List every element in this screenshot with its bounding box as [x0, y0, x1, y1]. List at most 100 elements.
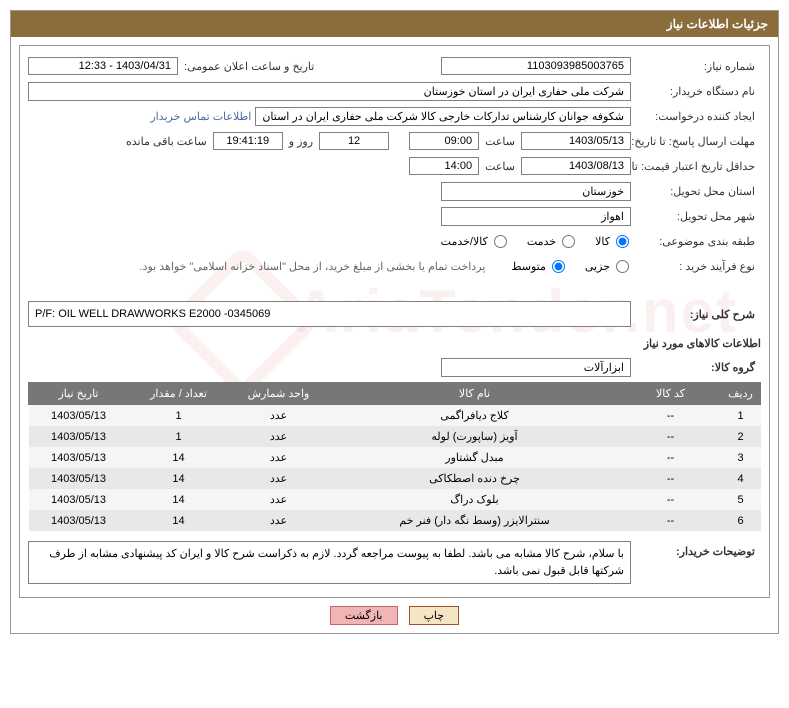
th-qty: تعداد / مقدار: [129, 383, 229, 405]
remain-days: 12: [319, 132, 389, 150]
province-value: خوزستان: [441, 182, 631, 201]
panel-body: AriaTender.net شماره نیاز: 1103093985003…: [11, 37, 778, 633]
cell-date: 1403/05/13: [29, 447, 129, 468]
cell-date: 1403/05/13: [29, 510, 129, 531]
buyer-contact-link[interactable]: اطلاعات تماس خریدار: [146, 110, 255, 123]
cell-name: مبدل گشتاور: [329, 447, 621, 468]
proc-medium-label: متوسط: [511, 260, 546, 273]
summary-label: شرح کلی نیاز:: [631, 308, 761, 321]
row-group: گروه کالا: ابزارآلات: [28, 356, 761, 378]
buyer-notes: با سلام، شرح کالا مشابه می باشد. لطفا به…: [28, 541, 631, 584]
back-button[interactable]: بازگشت: [330, 606, 398, 625]
cat-goods-label: کالا: [595, 235, 610, 248]
group-value: ابزارآلات: [441, 358, 631, 377]
radio-service[interactable]: [562, 235, 575, 248]
radio-medium[interactable]: [552, 260, 565, 273]
cell-unit: عدد: [229, 468, 329, 489]
print-button[interactable]: چاپ: [409, 606, 460, 625]
cell-unit: عدد: [229, 426, 329, 447]
requester-label: ایجاد کننده درخواست:: [631, 110, 761, 123]
city-label: شهر محل تحویل:: [631, 210, 761, 223]
proc-partial-label: جزیی: [585, 260, 610, 273]
price-valid-date: 1403/08/13: [521, 157, 631, 175]
cell-name: سنترالایزر (وسط نگه دار) فنر خم: [329, 510, 621, 531]
cell-unit: عدد: [229, 447, 329, 468]
need-no-value: 1103093985003765: [441, 57, 631, 75]
cell-unit: عدد: [229, 489, 329, 510]
table-row: 2--آویز (ساپورت) لولهعدد11403/05/13: [29, 426, 761, 447]
announce-label: تاریخ و ساعت اعلان عمومی:: [178, 60, 320, 73]
cell-qty: 14: [129, 468, 229, 489]
details-panel: جزئیات اطلاعات نیاز AriaTender.net شماره…: [10, 10, 779, 634]
group-label: گروه کالا:: [631, 361, 761, 374]
cell-unit: عدد: [229, 405, 329, 427]
price-valid-time: 14:00: [409, 157, 479, 175]
cell-name: بلوک دراگ: [329, 489, 621, 510]
cell-n: 6: [721, 510, 761, 531]
row-buyer-notes: توضیحات خریدار: با سلام، شرح کالا مشابه …: [28, 537, 761, 584]
cell-qty: 14: [129, 447, 229, 468]
cell-name: چرخ دنده اصطکاکی: [329, 468, 621, 489]
price-valid-time-label: ساعت: [479, 160, 521, 173]
row-need-no: شماره نیاز: 1103093985003765 تاریخ و ساع…: [28, 55, 761, 77]
radio-goods[interactable]: [616, 235, 629, 248]
announce-value: 1403/04/31 - 12:33: [28, 57, 178, 75]
th-row: ردیف: [721, 383, 761, 405]
table-row: 5--بلوک دراگعدد141403/05/13: [29, 489, 761, 510]
province-label: استان محل تحویل:: [631, 185, 761, 198]
cell-n: 5: [721, 489, 761, 510]
row-province: استان محل تحویل: خوزستان: [28, 180, 761, 202]
row-city: شهر محل تحویل: اهواز: [28, 205, 761, 227]
deadline-time: 09:00: [409, 132, 479, 150]
cell-n: 4: [721, 468, 761, 489]
row-summary: شرح کلی نیاز: P/F: OIL WELL DRAWWORKS E2…: [28, 301, 761, 327]
cat-both-label: کالا/خدمت: [441, 235, 488, 248]
cell-date: 1403/05/13: [29, 468, 129, 489]
th-name: نام کالا: [329, 383, 621, 405]
cell-name: کلاج دیافراگمی: [329, 405, 621, 427]
cell-code: --: [621, 426, 721, 447]
cell-qty: 1: [129, 426, 229, 447]
table-row: 1--کلاج دیافراگمیعدد11403/05/13: [29, 405, 761, 427]
city-value: اهواز: [441, 207, 631, 226]
cell-n: 2: [721, 426, 761, 447]
buyer-notes-label: توضیحات خریدار:: [631, 537, 761, 558]
cat-service-label: خدمت: [527, 235, 556, 248]
category-label: طبقه بندی موضوعی:: [631, 235, 761, 248]
deadline-date: 1403/05/13: [521, 132, 631, 150]
cell-date: 1403/05/13: [29, 426, 129, 447]
cell-code: --: [621, 489, 721, 510]
cell-date: 1403/05/13: [29, 489, 129, 510]
cell-code: --: [621, 468, 721, 489]
th-date: تاریخ نیاز: [29, 383, 129, 405]
cell-n: 3: [721, 447, 761, 468]
cell-qty: 14: [129, 489, 229, 510]
form-fieldset: شماره نیاز: 1103093985003765 تاریخ و ساع…: [19, 45, 770, 598]
remain-days-label: روز و: [283, 135, 319, 148]
table-header: ردیف کد کالا نام کالا واحد شمارش تعداد /…: [29, 383, 761, 405]
cell-n: 1: [721, 405, 761, 427]
cell-unit: عدد: [229, 510, 329, 531]
need-no-label: شماره نیاز:: [631, 60, 761, 73]
panel-title: جزئیات اطلاعات نیاز: [11, 11, 778, 37]
remain-suffix: ساعت باقی مانده: [120, 135, 213, 148]
cell-code: --: [621, 510, 721, 531]
cell-code: --: [621, 447, 721, 468]
cell-qty: 14: [129, 510, 229, 531]
table-row: 3--مبدل گشتاورعدد141403/05/13: [29, 447, 761, 468]
row-buyer-org: نام دستگاه خریدار: شرکت ملی حفاری ایران …: [28, 80, 761, 102]
button-row: چاپ بازگشت: [19, 606, 770, 625]
row-price-valid: حداقل تاریخ اعتبار قیمت: تا تاریخ: 1403/…: [28, 155, 761, 177]
process-note: پرداخت تمام یا بخشی از مبلغ خرید، از محل…: [140, 260, 494, 273]
row-category: طبقه بندی موضوعی: کالا خدمت کالا/خدمت: [28, 230, 761, 252]
cell-date: 1403/05/13: [29, 405, 129, 427]
goods-table: ردیف کد کالا نام کالا واحد شمارش تعداد /…: [28, 382, 761, 531]
radio-both[interactable]: [494, 235, 507, 248]
remain-time: 19:41:19: [213, 132, 283, 150]
buyer-org-label: نام دستگاه خریدار:: [631, 85, 761, 98]
row-process: نوع فرآیند خرید : جزیی متوسط پرداخت تمام…: [28, 255, 761, 277]
row-deadline: مهلت ارسال پاسخ: تا تاریخ: 1403/05/13 سا…: [28, 130, 761, 152]
summary-value: P/F: OIL WELL DRAWWORKS E2000 -0345069: [28, 301, 631, 327]
goods-section-title: اطلاعات کالاهای مورد نیاز: [28, 337, 761, 350]
radio-partial[interactable]: [616, 260, 629, 273]
